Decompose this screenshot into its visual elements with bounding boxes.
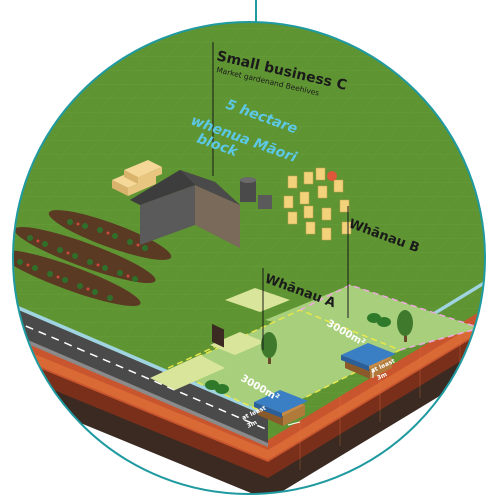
- tree-whanau-b: [397, 310, 413, 342]
- bushes: [205, 313, 391, 394]
- beekeeper-figure: [327, 171, 337, 181]
- access-path: [225, 288, 290, 312]
- house-whanau-a: [254, 390, 308, 426]
- setback-a-line2: 3m: [246, 419, 258, 430]
- water-tank: [240, 177, 272, 209]
- tree-whanau-a: [261, 332, 277, 364]
- crates-stack: [112, 160, 162, 196]
- setback-b-line2: 3m: [376, 371, 388, 382]
- circle-frame: [12, 21, 486, 495]
- shed-building: [130, 170, 240, 348]
- house-whanau-b: [341, 343, 396, 379]
- market-garden-rows: [13, 210, 172, 307]
- beehives: [283, 167, 352, 241]
